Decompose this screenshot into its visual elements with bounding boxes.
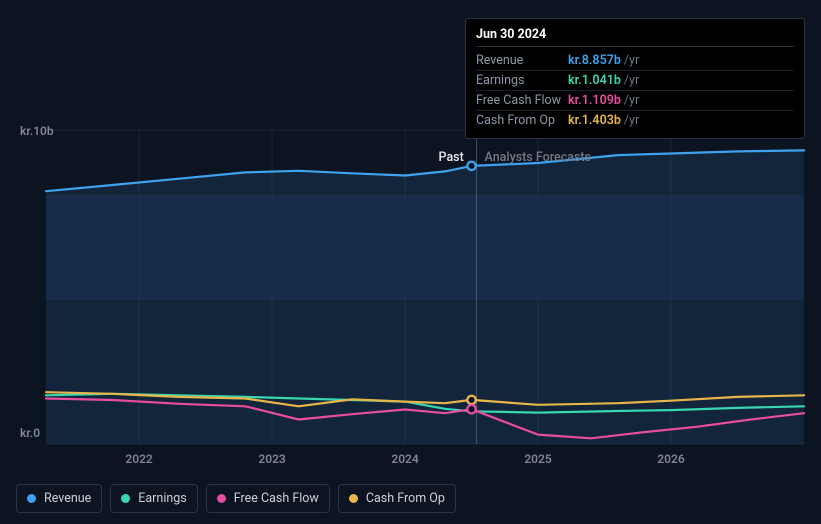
legend-item-cfo[interactable]: Cash From Op bbox=[338, 484, 456, 513]
legend-item-label: Cash From Op bbox=[366, 491, 445, 506]
tooltip-row-unit: /yr bbox=[624, 53, 639, 68]
tooltip-row: Earningskr.1.041b/yr bbox=[476, 71, 794, 91]
tooltip-row-value: kr.8.857b bbox=[568, 53, 621, 68]
tooltip-row: Free Cash Flowkr.1.109b/yr bbox=[476, 91, 794, 111]
chart-legend: Revenue Earnings Free Cash Flow Cash From O… bbox=[16, 484, 456, 513]
y-axis-label-bottom: kr.0 bbox=[20, 426, 40, 440]
x-axis-tick-label: 2025 bbox=[524, 452, 551, 466]
legend-item-fcf[interactable]: Free Cash Flow bbox=[206, 484, 330, 513]
tooltip-row-value: kr.1.041b bbox=[568, 73, 621, 88]
legend-item-label: Free Cash Flow bbox=[234, 491, 319, 506]
x-axis-tick-label: 2023 bbox=[258, 452, 285, 466]
tooltip-row-label: Cash From Op bbox=[476, 113, 568, 128]
tooltip-row-unit: /yr bbox=[624, 113, 639, 128]
legend-item-label: Revenue bbox=[44, 491, 91, 506]
chart-tooltip: Jun 30 2024 Revenuekr.8.857b/yrEarningsk… bbox=[465, 18, 805, 139]
legend-item-revenue[interactable]: Revenue bbox=[16, 484, 102, 513]
tooltip-row-value: kr.1.109b bbox=[568, 93, 621, 108]
legend-item-earnings[interactable]: Earnings bbox=[110, 484, 197, 513]
section-label-forecast: Analysts Forecasts bbox=[485, 150, 591, 165]
y-axis-label-top: kr.10b bbox=[20, 124, 54, 138]
chart-container: Jun 30 2024 Revenuekr.8.857b/yrEarningsk… bbox=[16, 0, 805, 470]
tooltip-row-unit: /yr bbox=[624, 93, 639, 108]
tooltip-row-label: Earnings bbox=[476, 73, 568, 88]
x-axis-tick-label: 2022 bbox=[125, 452, 152, 466]
legend-dot-icon bbox=[27, 494, 36, 503]
tooltip-row-unit: /yr bbox=[624, 73, 639, 88]
tooltip-row: Cash From Opkr.1.403b/yr bbox=[476, 111, 794, 130]
legend-dot-icon bbox=[121, 494, 130, 503]
legend-dot-icon bbox=[349, 494, 358, 503]
tooltip-row: Revenuekr.8.857b/yr bbox=[476, 51, 794, 71]
legend-dot-icon bbox=[217, 494, 226, 503]
tooltip-row-value: kr.1.403b bbox=[568, 113, 621, 128]
tooltip-row-label: Revenue bbox=[476, 53, 568, 68]
tooltip-date: Jun 30 2024 bbox=[476, 27, 794, 47]
x-axis-tick-label: 2026 bbox=[657, 452, 684, 466]
section-label-past: Past bbox=[439, 150, 464, 165]
tooltip-row-label: Free Cash Flow bbox=[476, 93, 568, 108]
x-axis-tick-label: 2024 bbox=[391, 452, 418, 466]
legend-item-label: Earnings bbox=[138, 491, 186, 506]
x-axis-labels: 2022 2023 2024 2025 2026 bbox=[16, 452, 805, 470]
